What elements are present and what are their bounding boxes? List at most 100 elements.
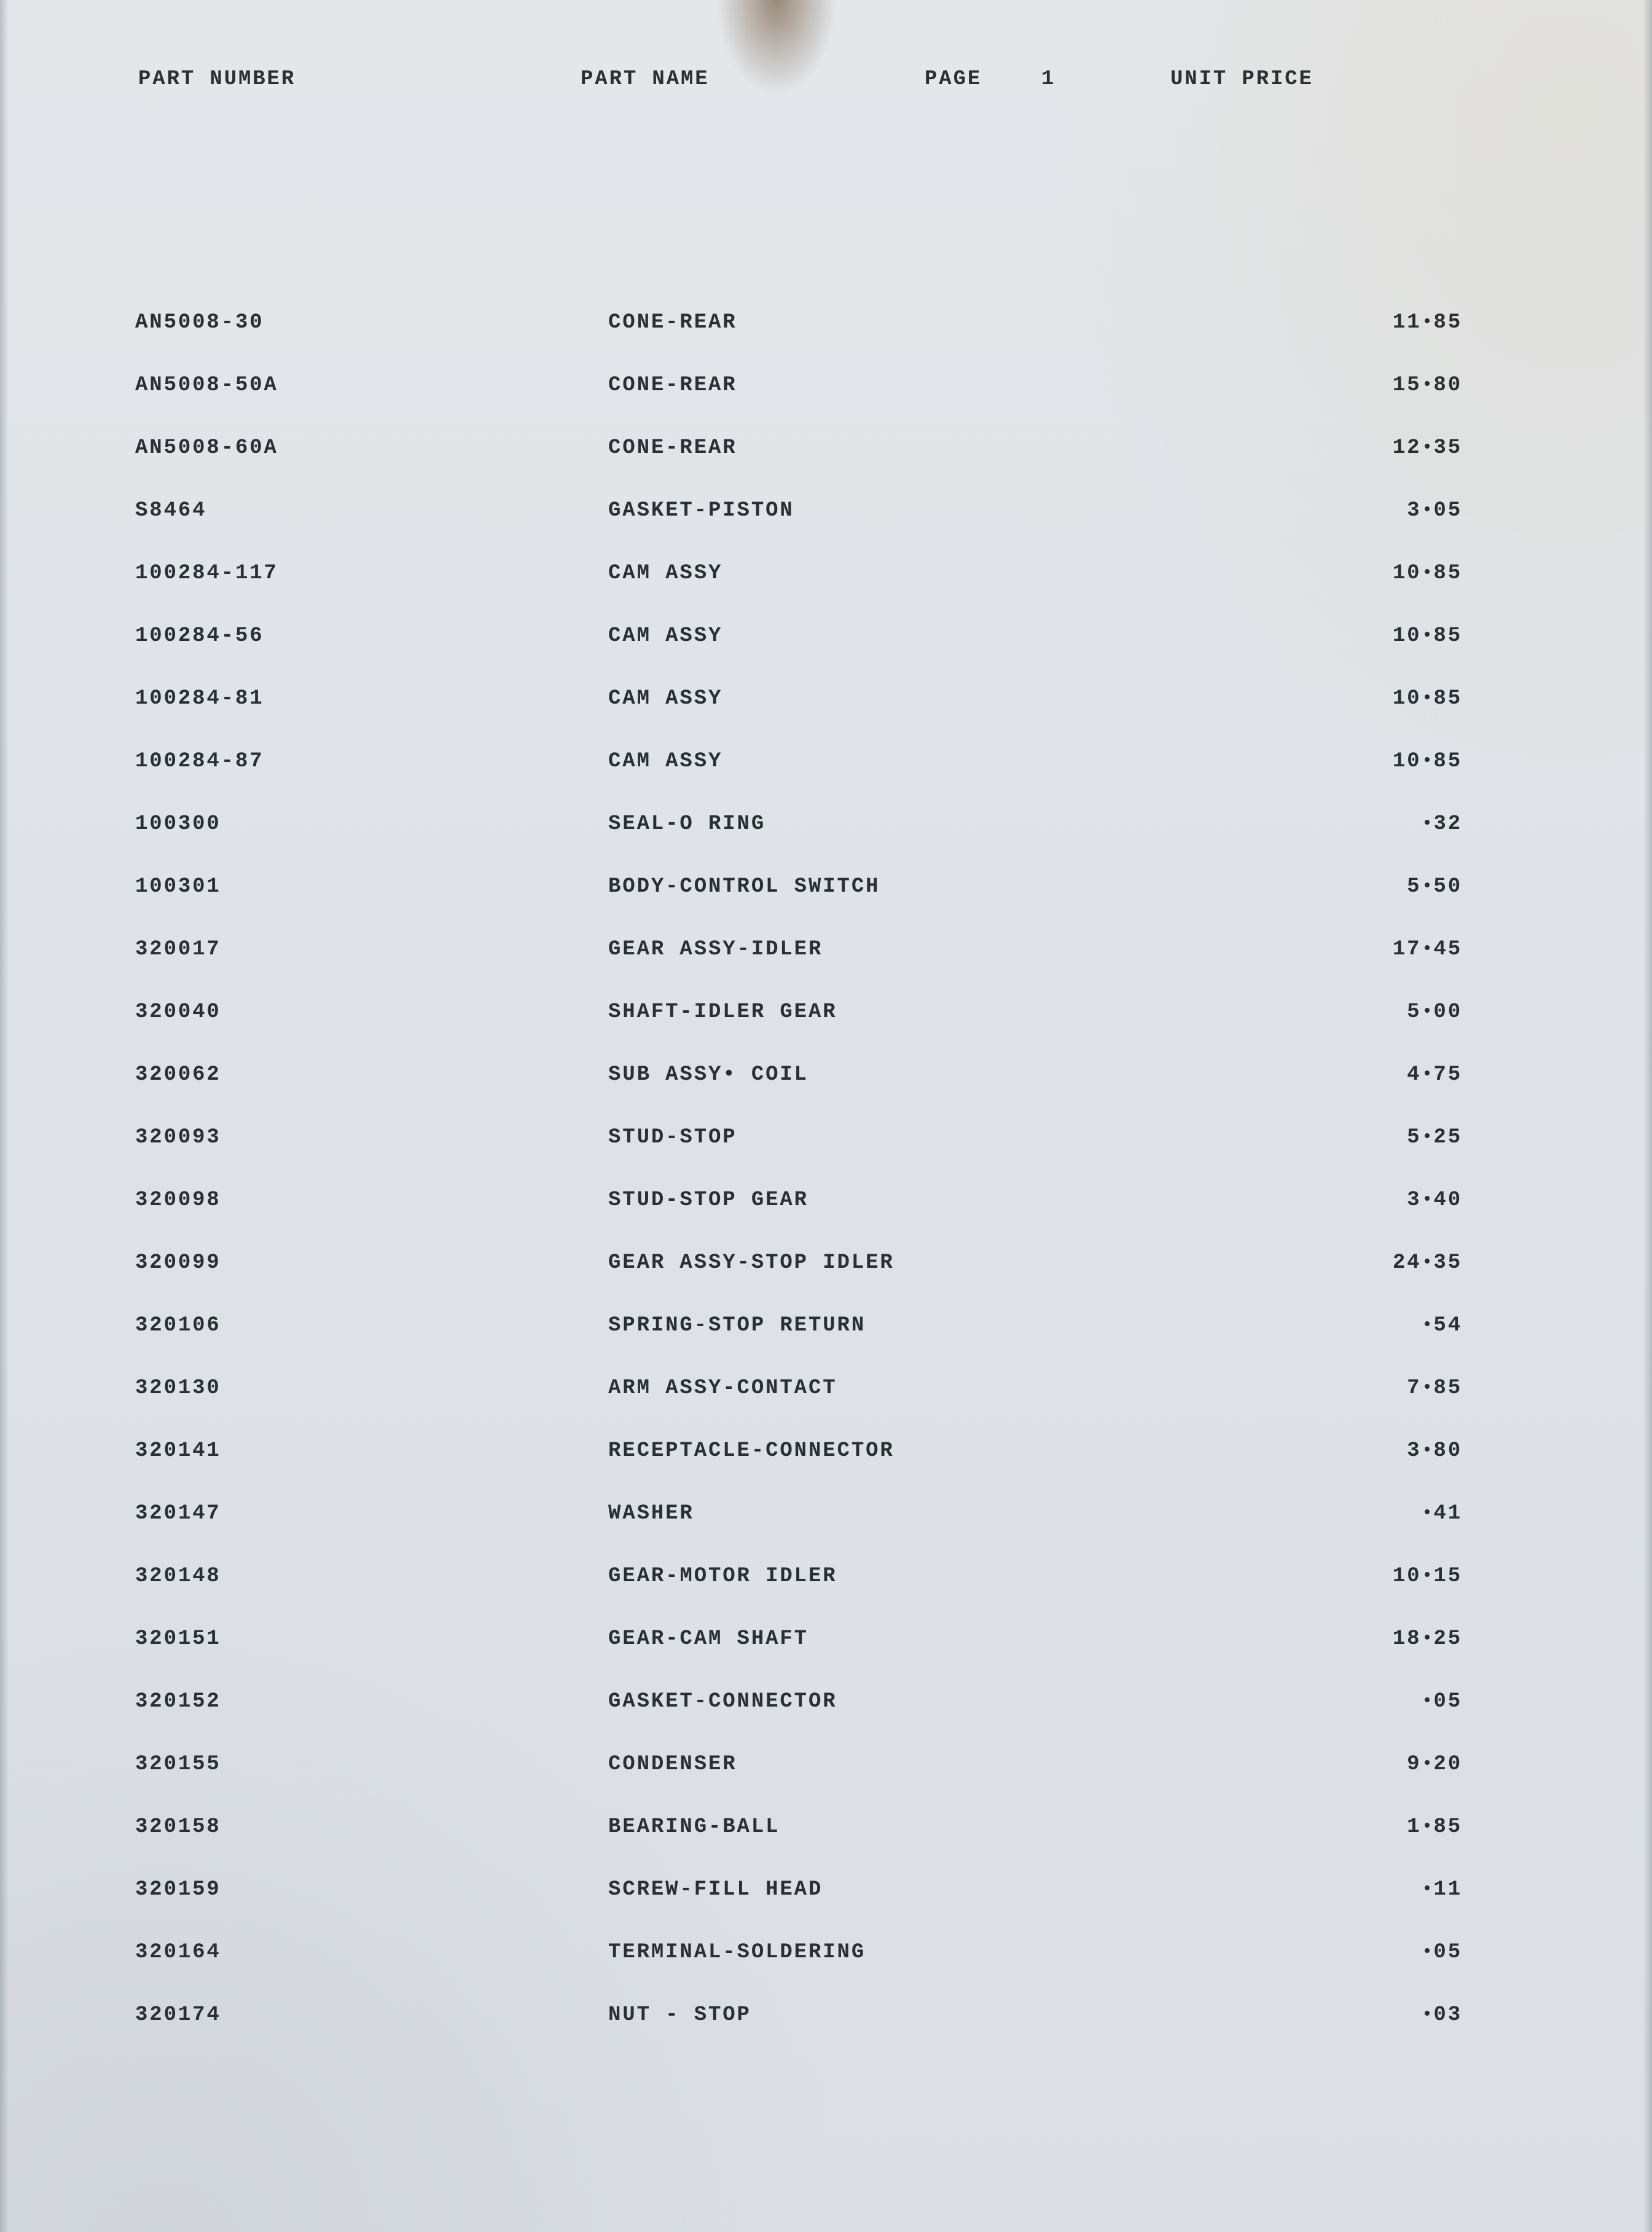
cell-part-number: 320148	[129, 1566, 590, 1587]
cell-unit-price: 1580	[1278, 375, 1462, 396]
cell-part-number: 320106	[129, 1315, 590, 1336]
price-fraction: 85	[1433, 687, 1462, 710]
column-header-unit-price: UNIT PRICE	[1170, 68, 1523, 91]
cell-part-name: SEAL-O RING	[590, 814, 1278, 835]
cell-part-number: AN5008-50A	[129, 375, 590, 396]
cell-part-number: 100284-81	[129, 688, 590, 709]
price-integer: 7	[1407, 1377, 1421, 1400]
decimal-bullet-icon	[1425, 1384, 1430, 1389]
cell-part-name: GASKET-PISTON	[590, 500, 1278, 521]
cell-unit-price: 05	[1278, 1942, 1462, 1963]
price-fraction: 32	[1433, 812, 1462, 836]
parts-price-list-page: PART NUMBER PART NAME PAGE 1 UNIT PRICE …	[0, 0, 1652, 2232]
cell-unit-price: 1085	[1278, 688, 1462, 709]
table-row: AN5008-50ACONE-REAR1580	[129, 375, 1523, 396]
table-row: 100284-87CAM ASSY1085	[129, 751, 1523, 772]
cell-part-name: CONE-REAR	[590, 375, 1278, 396]
price-fraction: 54	[1433, 1314, 1462, 1337]
cell-unit-price: 05	[1278, 1691, 1462, 1712]
price-integer: 5	[1407, 875, 1421, 898]
cell-part-number: 100301	[129, 876, 590, 897]
price-fraction: 41	[1433, 1502, 1462, 1525]
price-integer: 24	[1393, 1251, 1422, 1275]
decimal-bullet-icon	[1425, 1760, 1430, 1765]
decimal-bullet-icon	[1425, 632, 1430, 637]
column-header-part-number: PART NUMBER	[138, 68, 581, 91]
decimal-bullet-icon	[1425, 1697, 1430, 1702]
table-row: 100284-56CAM ASSY1085	[129, 626, 1523, 646]
cell-part-name: CAM ASSY	[590, 751, 1278, 772]
decimal-bullet-icon	[1425, 1321, 1430, 1326]
column-header-page: PAGE	[925, 68, 1041, 91]
decimal-bullet-icon	[1425, 444, 1430, 449]
table-row: 100284-117CAM ASSY1085	[129, 563, 1523, 584]
column-header-part-name: PART NAME	[581, 68, 925, 91]
cell-unit-price: 32	[1278, 814, 1462, 835]
price-integer: 5	[1407, 1126, 1421, 1149]
cell-part-number: 320152	[129, 1691, 590, 1712]
cell-part-number: 320174	[129, 2005, 590, 2026]
decimal-bullet-icon	[1425, 1071, 1430, 1075]
price-integer: 1	[1407, 1815, 1421, 1839]
cell-unit-price: 3 80	[1278, 1440, 1462, 1461]
cell-part-name: CONDENSER	[590, 1754, 1278, 1775]
price-fraction: 05	[1433, 1941, 1462, 1964]
price-fraction: 15	[1433, 1565, 1462, 1588]
table-row: 100284-81CAM ASSY1085	[129, 688, 1523, 709]
price-fraction: 00	[1433, 1000, 1462, 1024]
price-fraction: 85	[1433, 1377, 1462, 1400]
cell-part-name: TERMINAL-SOLDERING	[590, 1942, 1278, 1963]
price-integer: 9	[1407, 1753, 1421, 1776]
cell-part-name: GASKET-CONNECTOR	[590, 1691, 1278, 1712]
table-body: AN5008-30CONE-REAR1185AN5008-50ACONE-REA…	[129, 312, 1523, 2026]
cell-part-name: RECEPTACLE-CONNECTOR	[590, 1440, 1278, 1461]
table-row: 320164TERMINAL-SOLDERING05	[129, 1942, 1523, 1963]
cell-part-name: BEARING-BALL	[590, 1817, 1278, 1837]
cell-part-name: WASHER	[590, 1503, 1278, 1524]
table-row: 320159SCREW-FILL HEAD11	[129, 1879, 1523, 1900]
price-fraction: 85	[1433, 562, 1462, 585]
table-row: S8464GASKET-PISTON305	[129, 500, 1523, 521]
cell-part-name: CAM ASSY	[590, 626, 1278, 646]
table-row: 320151GEAR-CAM SHAFT1825	[129, 1629, 1523, 1649]
cell-unit-price: 41	[1278, 1503, 1462, 1524]
decimal-bullet-icon	[1425, 1447, 1430, 1452]
cell-unit-price: 1085	[1278, 751, 1462, 772]
price-integer: 18	[1393, 1627, 1422, 1651]
cell-part-name: CONE-REAR	[590, 438, 1278, 458]
price-integer: 5	[1407, 1000, 1421, 1024]
cell-part-name: CAM ASSY	[590, 563, 1278, 584]
cell-part-number: 100284-56	[129, 626, 590, 646]
price-fraction: 40	[1433, 1189, 1462, 1212]
price-integer: 3	[1407, 1439, 1421, 1463]
cell-part-name: GEAR-MOTOR IDLER	[590, 1566, 1278, 1587]
cell-part-name: SPRING-STOP RETURN	[590, 1315, 1278, 1336]
table-row: 320155CONDENSER 9 20	[129, 1754, 1523, 1775]
price-fraction: 45	[1433, 938, 1462, 961]
cell-part-number: AN5008-60A	[129, 438, 590, 458]
price-fraction: 85	[1433, 624, 1462, 648]
decimal-bullet-icon	[1425, 1509, 1430, 1514]
decimal-bullet-icon	[1425, 1823, 1430, 1828]
page-number: 1	[1041, 68, 1170, 91]
cell-part-number: 320155	[129, 1754, 590, 1775]
cell-unit-price: 1015	[1278, 1566, 1462, 1587]
price-fraction: 80	[1433, 1439, 1462, 1463]
cell-part-name: GEAR ASSY-IDLER	[590, 939, 1278, 960]
table-row: 320158BEARING-BALL185	[129, 1817, 1523, 1837]
table-row: 320099GEAR ASSY-STOP IDLER2435	[129, 1252, 1523, 1273]
price-integer: 10	[1393, 750, 1422, 773]
cell-part-name: STUD-STOP	[590, 1127, 1278, 1148]
price-fraction: 20	[1433, 1753, 1462, 1776]
cell-unit-price: 1085	[1278, 563, 1462, 584]
cell-unit-price: 550	[1278, 876, 1462, 897]
table-row: 320093STUD-STOP525	[129, 1127, 1523, 1148]
cell-unit-price: 340	[1278, 1190, 1462, 1211]
cell-part-name: CAM ASSY	[590, 688, 1278, 709]
cell-unit-price: 2435	[1278, 1252, 1462, 1273]
table-row: 100301BODY-CONTROL SWITCH550	[129, 876, 1523, 897]
cell-unit-price: 525	[1278, 1127, 1462, 1148]
cell-part-name: SUB ASSY• COIL	[590, 1064, 1278, 1085]
table-row: 320040SHAFT-IDLER GEAR500	[129, 1002, 1523, 1023]
price-fraction: 11	[1433, 1878, 1462, 1901]
